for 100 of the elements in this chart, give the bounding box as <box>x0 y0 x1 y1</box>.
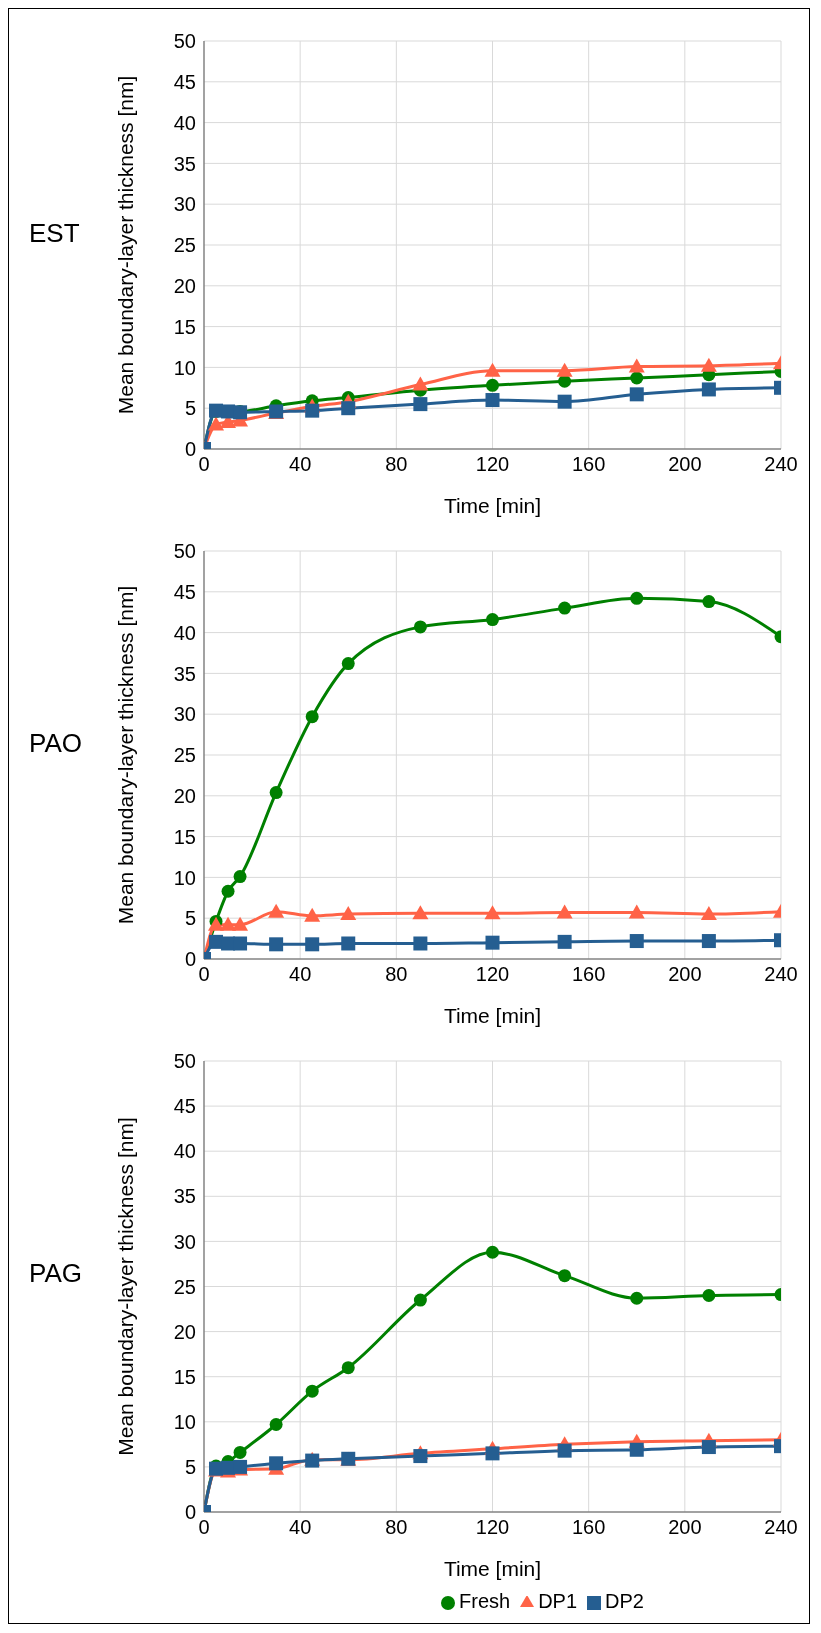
point <box>413 397 428 412</box>
x-tick-label: 80 <box>385 1516 408 1539</box>
y-tick-label: 35 <box>173 152 196 175</box>
y-tick-label: 15 <box>173 1365 196 1388</box>
point <box>221 884 235 898</box>
point <box>485 393 500 408</box>
point <box>702 1289 716 1303</box>
point <box>304 907 321 922</box>
point <box>701 382 716 397</box>
point <box>341 657 355 671</box>
x-tick-label: 240 <box>764 453 798 476</box>
point <box>700 357 717 372</box>
y-tick-label: 5 <box>184 907 196 930</box>
point <box>340 906 357 921</box>
x-tick-label: 0 <box>198 453 210 476</box>
x-tick-label: 120 <box>475 1516 510 1539</box>
point <box>556 362 573 377</box>
x-axis-title: Time [min] <box>443 1004 542 1027</box>
y-axis-title: Mean boundary-layer thickness [nm] <box>114 75 138 415</box>
point <box>486 378 499 392</box>
point <box>220 916 237 931</box>
x-tick-label: 240 <box>764 1516 798 1539</box>
text: EST <box>29 216 80 250</box>
point <box>485 935 500 950</box>
y-tick-label: 50 <box>173 30 196 53</box>
x-tick-label: 40 <box>289 453 312 476</box>
point <box>341 936 356 951</box>
point <box>557 1443 572 1458</box>
point <box>233 1445 247 1459</box>
point <box>556 904 573 919</box>
point <box>412 376 429 391</box>
y-tick-label: 20 <box>173 784 196 807</box>
y-tick-label: 40 <box>173 111 196 134</box>
y-tick-label: 45 <box>173 1095 196 1118</box>
y-tick-label: 40 <box>173 1140 196 1163</box>
y-tick-label: 10 <box>173 1410 196 1433</box>
point <box>208 416 225 431</box>
y-tick-label: 25 <box>173 744 196 767</box>
y-tick-label: 45 <box>173 580 196 603</box>
point <box>558 1269 572 1283</box>
x-tick-label: 40 <box>289 1516 312 1539</box>
x-tick-label: 80 <box>385 453 408 476</box>
y-tick-label: 0 <box>184 438 196 461</box>
y-tick-label: 50 <box>173 540 196 563</box>
x-tick-label: 80 <box>385 963 408 986</box>
y-tick-label: 30 <box>173 703 196 726</box>
point <box>341 401 356 416</box>
text: PAO <box>29 726 82 760</box>
point <box>413 1293 427 1307</box>
point <box>305 1384 319 1398</box>
point <box>485 1446 500 1461</box>
x-axis-title: Time [min] <box>443 494 542 517</box>
point <box>628 358 645 373</box>
x-tick-label: 240 <box>764 963 798 986</box>
x-tick-label: 160 <box>571 453 606 476</box>
point <box>269 1456 284 1471</box>
x-tick-label: 40 <box>289 963 312 986</box>
point <box>486 613 499 627</box>
point <box>232 916 249 931</box>
x-tick-label: 120 <box>475 453 510 476</box>
point <box>305 403 320 418</box>
y-axis-title: Mean boundary-layer thickness [nm] <box>114 585 138 925</box>
y-axis-title: Mean boundary-layer thickness [nm] <box>114 1117 138 1456</box>
point <box>701 1440 716 1455</box>
x-tick-label: 200 <box>668 453 702 476</box>
legend-label: Fresh <box>459 1590 511 1612</box>
point <box>413 1449 428 1464</box>
point <box>700 906 717 921</box>
y-tick-label: 35 <box>173 1185 196 1208</box>
legend-label: DP2 <box>605 1590 644 1612</box>
point <box>412 905 429 920</box>
y-tick-label: 35 <box>173 662 196 685</box>
point <box>341 1361 355 1375</box>
point <box>558 601 572 615</box>
y-tick-label: 30 <box>173 193 196 216</box>
x-tick-label: 200 <box>668 1516 702 1539</box>
text: PAG <box>29 1256 82 1290</box>
point <box>233 870 247 884</box>
y-tick-label: 20 <box>173 274 196 297</box>
x-axis-title: Time [min] <box>443 1557 542 1580</box>
y-tick-label: 45 <box>173 70 196 93</box>
point <box>269 937 284 952</box>
point <box>557 394 572 409</box>
x-tick-label: 160 <box>571 1516 606 1539</box>
point <box>486 1245 499 1259</box>
point <box>629 934 644 949</box>
point <box>269 786 283 800</box>
y-tick-label: 0 <box>184 1501 196 1524</box>
x-tick-label: 160 <box>571 963 606 986</box>
point <box>268 903 285 918</box>
y-tick-label: 15 <box>173 825 196 848</box>
y-tick-label: 10 <box>173 356 196 379</box>
point <box>484 362 501 377</box>
y-tick-label: 50 <box>173 1050 196 1073</box>
point <box>630 591 644 605</box>
point <box>413 936 428 951</box>
point <box>701 934 716 949</box>
y-tick-label: 20 <box>173 1320 196 1343</box>
x-tick-label: 0 <box>198 963 210 986</box>
x-tick-label: 120 <box>475 963 510 986</box>
